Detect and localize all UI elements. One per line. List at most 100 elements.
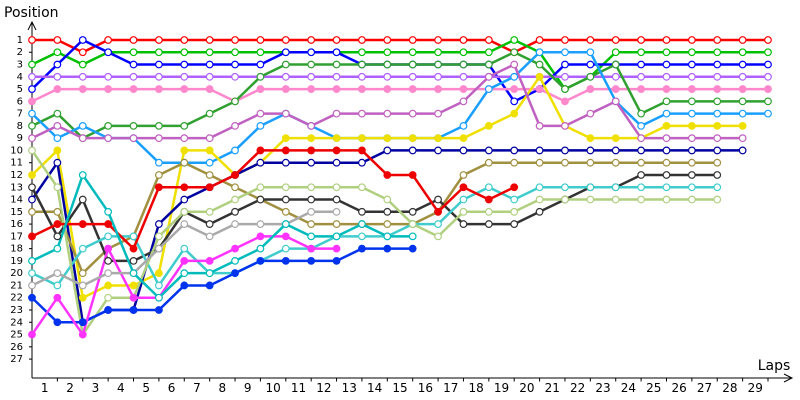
position-marker [332, 72, 341, 81]
position-marker [535, 207, 544, 216]
position-marker [307, 207, 316, 216]
position-marker [180, 60, 189, 69]
position-marker [53, 85, 62, 93]
position-marker [484, 48, 493, 57]
position-marker [129, 257, 138, 265]
position-marker [231, 60, 239, 69]
position-marker [713, 195, 722, 204]
position-marker [53, 183, 62, 192]
position-marker [231, 121, 239, 130]
position-marker [434, 134, 442, 143]
position-marker [764, 109, 772, 118]
position-marker [281, 146, 290, 155]
y-tick-label: 24 [10, 317, 23, 328]
y-tick-label: 13 [10, 182, 23, 193]
position-marker [104, 134, 113, 143]
position-marker [307, 134, 316, 143]
position-marker [687, 171, 696, 179]
position-marker [713, 183, 722, 192]
position-marker [637, 60, 646, 69]
position-marker [408, 232, 417, 241]
position-marker [764, 72, 772, 81]
position-marker [764, 60, 772, 69]
position-marker [281, 134, 290, 143]
position-marker [662, 195, 671, 204]
position-marker [408, 171, 417, 179]
position-marker [459, 220, 468, 228]
position-marker [586, 60, 595, 69]
position-marker [586, 72, 595, 81]
position-marker [104, 232, 113, 241]
position-marker [53, 109, 62, 118]
position-marker [434, 72, 442, 81]
series-line [32, 38, 768, 54]
position-marker [231, 269, 239, 278]
position-marker [713, 171, 722, 179]
position-marker [383, 232, 392, 241]
position-marker [129, 269, 138, 278]
position-marker [611, 60, 620, 69]
position-marker [510, 109, 519, 118]
position-marker [104, 257, 113, 265]
x-tick-label: 14 [367, 381, 382, 395]
position-marker [231, 257, 239, 265]
x-axis-arrow [783, 373, 794, 383]
position-marker [78, 330, 87, 339]
position-marker [281, 244, 290, 253]
series-line [31, 38, 768, 103]
position-marker [129, 306, 138, 314]
position-marker [510, 60, 519, 69]
y-tick-label: 6 [17, 96, 23, 107]
position-marker [535, 183, 544, 192]
position-marker [535, 48, 544, 57]
position-marker [180, 244, 189, 253]
position-marker [104, 48, 113, 57]
position-marker [611, 97, 620, 106]
position-marker [78, 281, 87, 290]
position-marker [687, 158, 696, 167]
position-marker [586, 183, 595, 192]
position-marker [28, 330, 36, 339]
y-tick-label: 7 [17, 109, 23, 120]
position-marker [104, 36, 113, 44]
position-marker [586, 85, 595, 93]
x-tick-label: 15 [392, 381, 407, 395]
position-marker [484, 195, 493, 204]
position-marker [104, 244, 113, 253]
position-marker [561, 183, 569, 192]
position-marker [281, 109, 290, 118]
position-marker [104, 121, 113, 130]
position-marker [154, 158, 163, 167]
position-marker [738, 109, 747, 118]
position-marker [713, 109, 722, 118]
position-marker [78, 134, 87, 143]
position-marker [53, 293, 62, 302]
position-marker [764, 85, 772, 93]
position-marker [662, 48, 671, 57]
position-marker [713, 134, 722, 143]
position-marker [180, 85, 189, 93]
position-marker [104, 306, 113, 314]
position-marker [510, 220, 519, 228]
position-marker [459, 36, 468, 44]
position-marker [687, 48, 696, 57]
y-tick-label: 22 [10, 293, 23, 304]
position-marker [738, 121, 747, 130]
position-marker [484, 36, 493, 44]
x-tick-label: 5 [142, 381, 150, 395]
position-marker [738, 134, 747, 143]
position-marker [586, 158, 595, 167]
x-tick-label: 27 [697, 381, 712, 395]
position-marker [53, 232, 62, 241]
position-marker [484, 85, 493, 93]
position-marker [180, 281, 189, 290]
position-marker [611, 36, 620, 44]
position-marker [256, 146, 265, 155]
position-marker [662, 85, 671, 93]
position-marker [637, 146, 646, 155]
position-marker [637, 171, 646, 179]
x-tick-label: 21 [545, 381, 560, 395]
position-marker [687, 36, 696, 44]
y-axis-arrow [27, 20, 37, 31]
